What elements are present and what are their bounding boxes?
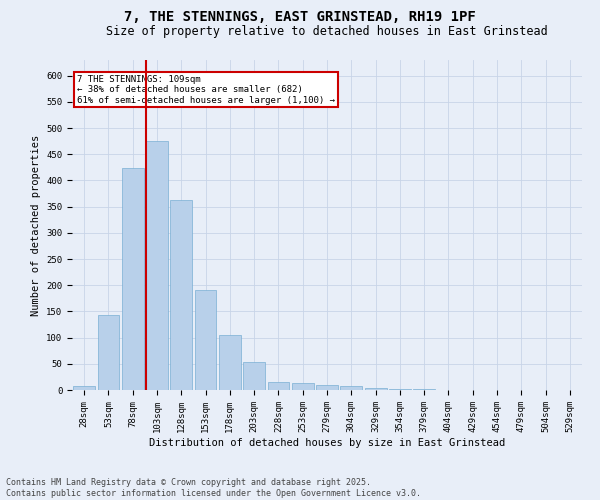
Bar [365,388,386,390]
Bar [316,385,338,390]
Bar [243,362,265,390]
Bar [122,168,143,390]
Bar [97,315,119,390]
Bar [340,386,362,390]
Bar [73,386,95,390]
Title: Size of property relative to detached houses in East Grinstead: Size of property relative to detached ho… [106,25,548,38]
Y-axis label: Number of detached properties: Number of detached properties [31,134,41,316]
Bar [194,290,217,390]
Text: Contains HM Land Registry data © Crown copyright and database right 2025.
Contai: Contains HM Land Registry data © Crown c… [6,478,421,498]
Bar [292,383,314,390]
X-axis label: Distribution of detached houses by size in East Grinstead: Distribution of detached houses by size … [149,438,505,448]
Bar [146,141,168,390]
Bar [170,200,192,390]
Bar [219,335,241,390]
Text: 7, THE STENNINGS, EAST GRINSTEAD, RH19 1PF: 7, THE STENNINGS, EAST GRINSTEAD, RH19 1… [124,10,476,24]
Bar [268,382,289,390]
Bar [389,389,411,390]
Text: 7 THE STENNINGS: 109sqm
← 38% of detached houses are smaller (682)
61% of semi-d: 7 THE STENNINGS: 109sqm ← 38% of detache… [77,75,335,104]
